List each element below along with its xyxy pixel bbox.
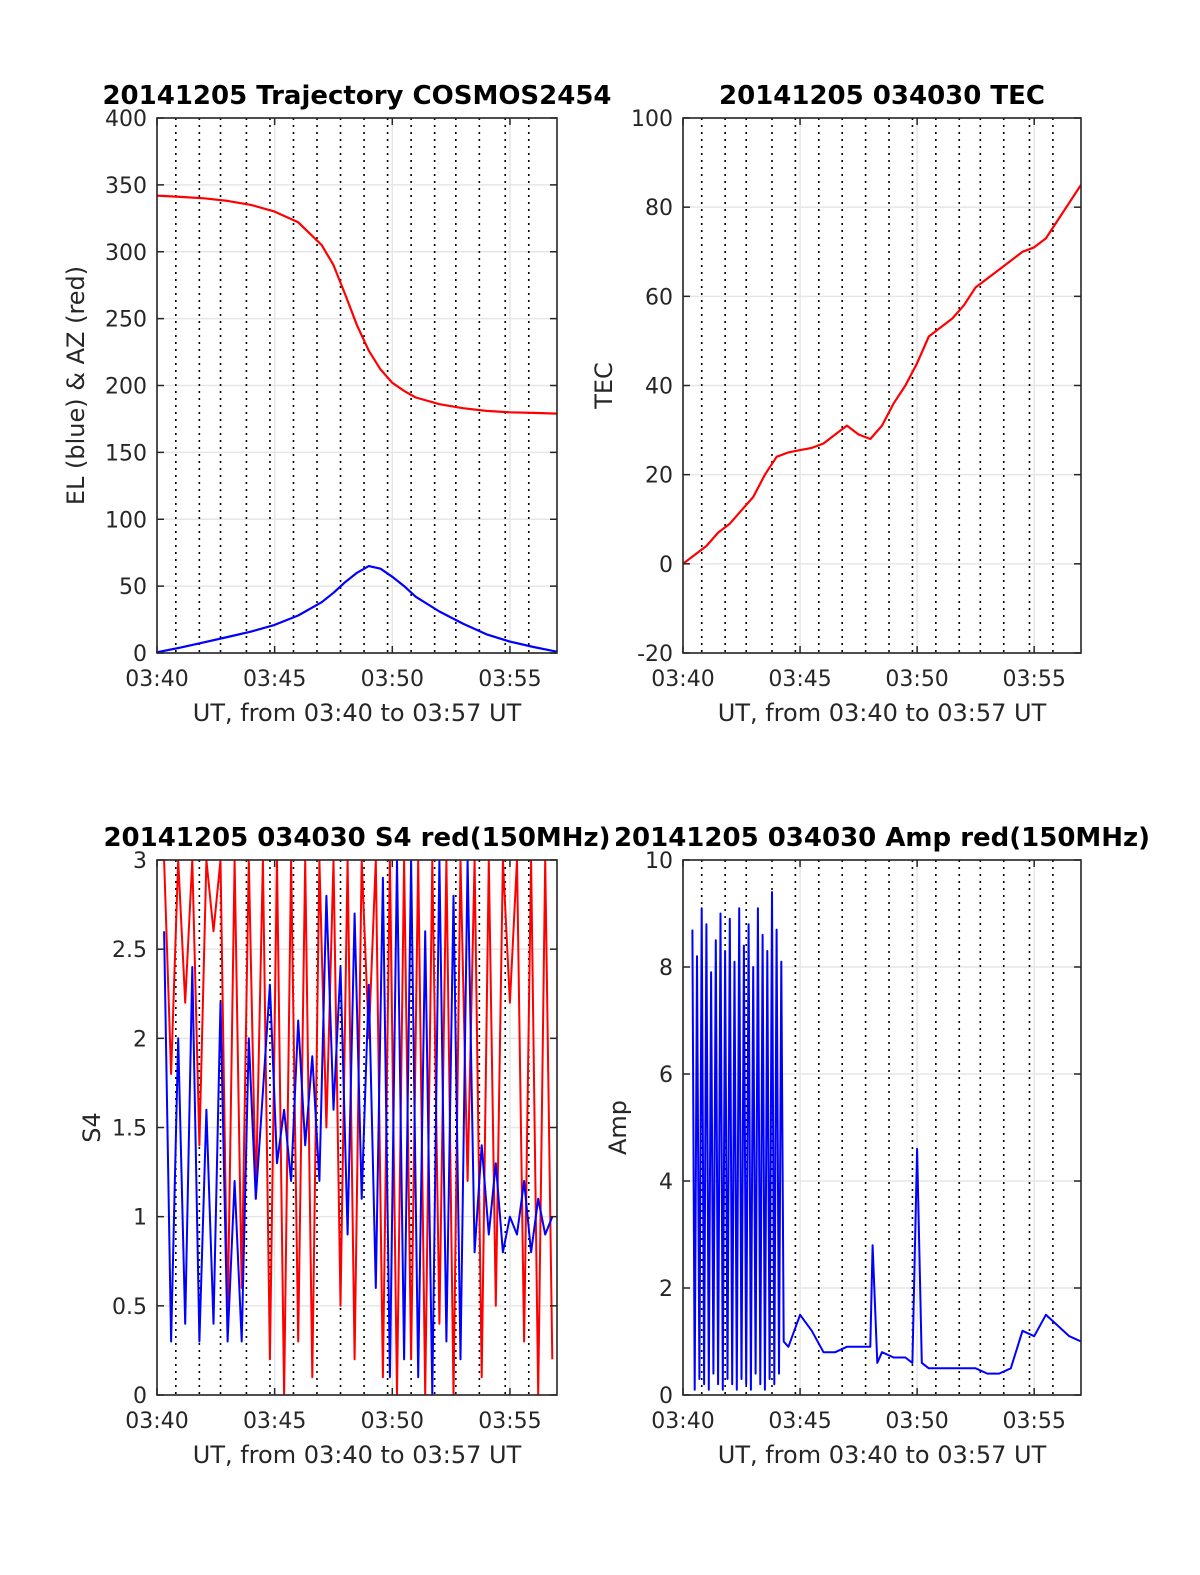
chart-amp: 0 2 4 6 8 10 03:40 03:45 03:50 03:55 20141205 0340… xyxy=(604,823,1150,1469)
chart-title: 20141205 Trajectory COSMOS2454 xyxy=(102,81,611,111)
y-tick-label: 200 xyxy=(105,375,147,400)
series-blue-line xyxy=(163,860,554,1395)
y-tick-label: 0 xyxy=(133,642,147,667)
y-tick-label: 300 xyxy=(105,241,147,266)
x-tick-label: 03:45 xyxy=(243,667,306,692)
y-axis-label: Amp xyxy=(604,1100,632,1155)
y-tick-label: 100 xyxy=(631,107,673,132)
y-tick-label: 2 xyxy=(659,1277,673,1302)
y-tick-label: 8 xyxy=(659,956,673,981)
y-tick-label: 0 xyxy=(133,1384,147,1409)
y-tick-label: 100 xyxy=(105,508,147,533)
x-tick-label: 03:40 xyxy=(651,667,714,692)
x-tick-label: 03:55 xyxy=(1002,667,1065,692)
series-blue-line xyxy=(691,891,1081,1391)
x-axis-label: UT, from 03:40 to 03:57 UT xyxy=(193,1441,522,1469)
x-tick-label: 03:50 xyxy=(361,1409,424,1434)
chart-tec: -20 0 20 40 60 80 100 03:40 03:45 03:50 03:55 20141… xyxy=(590,81,1082,727)
y-tick-label: 2.5 xyxy=(112,938,147,963)
y-tick-label: 0 xyxy=(659,1384,673,1409)
x-axis-label: UT, from 03:40 to 03:57 UT xyxy=(718,1441,1047,1469)
y-tick-label: 10 xyxy=(645,849,673,874)
y-tick-label: 3 xyxy=(133,849,147,874)
x-tick-label: 03:45 xyxy=(243,1409,306,1434)
chart-title: 20141205 034030 TEC xyxy=(719,81,1045,111)
x-tick-label: 03:50 xyxy=(885,1409,948,1434)
y-tick-label: 2 xyxy=(133,1027,147,1052)
x-tick-label: 03:45 xyxy=(768,1409,831,1434)
series-red-line xyxy=(683,184,1081,565)
x-tick-label: 03:40 xyxy=(125,667,188,692)
series-red-line xyxy=(163,860,554,1395)
x-tick-label: 03:55 xyxy=(1002,1409,1065,1434)
chart-s4: 0 0.5 1 1.5 2 2.5 3 03:40 03:45 03:50 03:55 2014120… xyxy=(78,823,611,1469)
y-tick-label: 1.5 xyxy=(112,1117,147,1142)
y-tick-label: 400 xyxy=(105,107,147,132)
chart-title: 20141205 034030 S4 red(150MHz) xyxy=(103,823,610,853)
chart-trajectory: 0 50 100 150 200 250 300 350 400 03:40 03:45 03:50 0… xyxy=(62,81,612,727)
x-tick-label: 03:55 xyxy=(478,667,541,692)
y-tick-label: 0.5 xyxy=(112,1295,147,1320)
y-tick-label: 50 xyxy=(119,575,147,600)
y-tick-label: 1 xyxy=(133,1206,147,1231)
x-tick-label: 03:40 xyxy=(651,1409,714,1434)
y-tick-label: 0 xyxy=(659,553,673,578)
x-tick-label: 03:50 xyxy=(885,667,948,692)
x-tick-label: 03:45 xyxy=(768,667,831,692)
x-tick-label: 03:55 xyxy=(478,1409,541,1434)
chart-title: 20141205 034030 Amp red(150MHz) xyxy=(614,823,1150,853)
y-tick-label: 20 xyxy=(645,464,673,489)
series-blue-line xyxy=(157,564,557,653)
axes-box xyxy=(682,859,1082,1396)
y-tick-label: 80 xyxy=(645,196,673,221)
y-tick-label: 150 xyxy=(105,441,147,466)
x-axis-label: UT, from 03:40 to 03:57 UT xyxy=(193,699,522,727)
y-tick-label: 350 xyxy=(105,174,147,199)
y-tick-label: 40 xyxy=(645,375,673,400)
x-tick-label: 03:40 xyxy=(125,1409,188,1434)
y-tick-label: 6 xyxy=(659,1063,673,1088)
y-tick-label: -20 xyxy=(637,642,673,667)
y-axis-label: EL (blue) & AZ (red) xyxy=(62,266,90,505)
x-tick-label: 03:50 xyxy=(361,667,424,692)
y-tick-label: 4 xyxy=(659,1170,673,1195)
y-axis-label: S4 xyxy=(78,1112,106,1143)
x-axis-label: UT, from 03:40 to 03:57 UT xyxy=(718,699,1047,727)
series-red-line xyxy=(157,194,557,415)
y-tick-label: 60 xyxy=(645,285,673,310)
y-tick-label: 250 xyxy=(105,308,147,333)
y-axis-label: TEC xyxy=(590,362,618,410)
